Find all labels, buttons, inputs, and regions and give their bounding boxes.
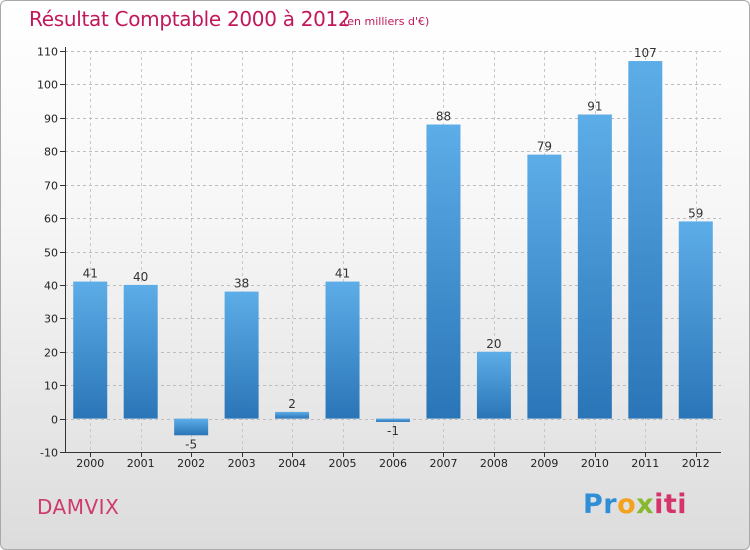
bar-2008[interactable] <box>476 351 511 419</box>
proxiti-logo[interactable]: Proxiti <box>583 489 687 520</box>
bar-2007[interactable] <box>426 124 461 419</box>
bar-value-label: -1 <box>387 424 399 438</box>
y-tick-label: 10 <box>44 380 58 393</box>
bar-2012[interactable] <box>678 221 713 419</box>
bar-2001[interactable] <box>123 284 158 419</box>
x-tick-label: 2005 <box>329 457 357 470</box>
y-tick-label: 70 <box>44 180 58 193</box>
y-tick-label: -10 <box>40 447 58 460</box>
bar-2000[interactable] <box>73 281 108 419</box>
x-tick-label: 2008 <box>480 457 508 470</box>
x-tick-label: 2010 <box>581 457 609 470</box>
y-tick-label: 50 <box>44 247 58 260</box>
bar-2005[interactable] <box>325 281 360 419</box>
x-tick-label: 2002 <box>177 457 205 470</box>
x-tick-label: 2004 <box>278 457 306 470</box>
axes: -10 0 10 20 30 40 50 60 70 80 90 100 110 2000 2001 2002… <box>37 46 721 470</box>
y-tick-label: 40 <box>44 280 58 293</box>
x-tick-label: 2003 <box>228 457 256 470</box>
bar-value-label: 40 <box>133 270 148 284</box>
x-tick-label: 2011 <box>631 457 659 470</box>
chart-title: Résultat Comptable 2000 à 2012 <box>29 7 351 31</box>
bar-value-label: 20 <box>486 337 501 351</box>
bar-value-label: 79 <box>537 140 552 154</box>
bar-value-label: 107 <box>634 46 657 60</box>
bar-2009[interactable] <box>527 154 562 419</box>
x-tick-label: 2012 <box>682 457 710 470</box>
y-tick-label: 110 <box>37 46 58 59</box>
bar-2004[interactable] <box>275 411 310 419</box>
x-tick-label: 2006 <box>379 457 407 470</box>
y-tick-label: 0 <box>51 414 58 427</box>
bar-value-label: 91 <box>587 99 602 113</box>
bar-2006[interactable] <box>376 418 410 422</box>
bar-2010[interactable] <box>577 114 612 419</box>
y-tick-label: 100 <box>37 79 58 92</box>
labels: 41 40 -5 38 2 41 -1 88 20 79 91 107 59 <box>83 46 704 451</box>
y-tick-label: 20 <box>44 347 58 360</box>
commune-name: DAMVIX <box>37 495 120 519</box>
x-tick-label: 2009 <box>530 457 558 470</box>
bar-value-label: 38 <box>234 277 249 291</box>
logo-part: iti <box>654 489 688 520</box>
bars <box>73 61 713 436</box>
y-tick-label: 60 <box>44 213 58 226</box>
x-tick-label: 2007 <box>429 457 457 470</box>
bar-value-label: 59 <box>688 206 703 220</box>
bar-value-label: 2 <box>288 397 296 411</box>
bar-2011[interactable] <box>628 61 663 419</box>
chart-subtitle: (en milliers d'€) <box>343 15 430 28</box>
logo-part: Pr <box>583 489 618 520</box>
y-tick-label: 30 <box>44 313 58 326</box>
logo-part: x <box>636 489 655 520</box>
x-tick-label: 2000 <box>76 457 104 470</box>
bar-2002[interactable] <box>174 418 209 436</box>
grid-lines <box>65 51 721 453</box>
bar-value-label: -5 <box>185 437 197 451</box>
bar-value-label: 41 <box>83 267 98 281</box>
y-tick-label: 80 <box>44 146 58 159</box>
bar-2003[interactable] <box>224 291 259 419</box>
logo-part: o <box>617 489 637 520</box>
y-tick-label: 90 <box>44 113 58 126</box>
bar-value-label: 88 <box>436 110 451 124</box>
bar-value-label: 41 <box>335 267 350 281</box>
x-tick-label: 2001 <box>127 457 155 470</box>
